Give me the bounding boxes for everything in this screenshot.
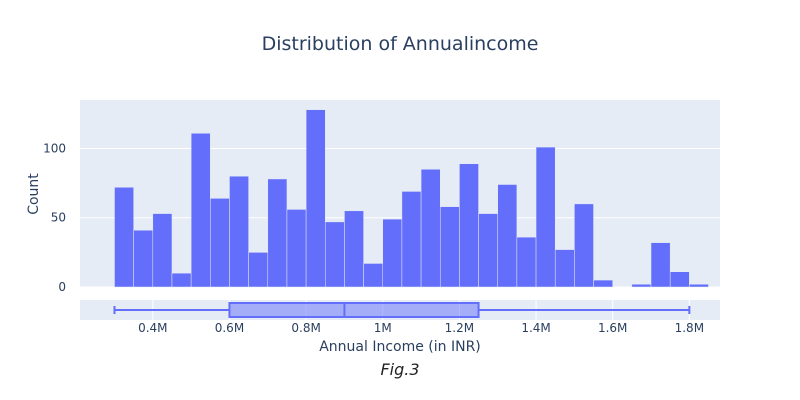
- histogram-bar: [325, 221, 345, 288]
- x-axis-title: Annual Income (in INR): [319, 339, 481, 355]
- histogram-bar: [344, 210, 364, 288]
- histogram-bar: [363, 263, 384, 288]
- histogram-bar: [401, 191, 422, 288]
- histogram-bar: [689, 283, 709, 288]
- histogram-bar: [171, 272, 192, 288]
- histogram-bar: [190, 132, 211, 288]
- y-tick-label: 0: [58, 280, 66, 294]
- histogram-bar: [420, 169, 441, 288]
- figure-caption: Fig.3: [380, 360, 419, 379]
- chart-title: Distribution of Annualincome: [262, 33, 539, 55]
- histogram-bar: [267, 178, 288, 288]
- histogram-bar: [650, 242, 671, 288]
- histogram-bar: [305, 109, 326, 288]
- y-tick-label: 100: [43, 141, 66, 155]
- histogram-bar: [497, 184, 518, 288]
- histogram-bar: [229, 175, 249, 288]
- x-tick-labels: 0.4M 0.6M 0.8M 1M 1.2M 1.4M 1.6M 1.8M: [138, 321, 704, 335]
- histogram-bar: [133, 229, 154, 288]
- histogram-bar: [439, 206, 460, 288]
- histogram-bar: [535, 146, 556, 288]
- y-tick-labels: 0 50 100: [43, 141, 66, 294]
- histogram-bars: [114, 109, 709, 288]
- histogram-bar: [574, 203, 594, 288]
- histogram-bar: [459, 163, 479, 288]
- x-tick-label: 1.8M: [675, 321, 704, 335]
- boxplot: [113, 302, 691, 318]
- histogram-bar: [478, 213, 498, 288]
- histogram-bar: [248, 252, 269, 288]
- histogram-bar: [669, 271, 690, 288]
- x-tick-label: 1M: [374, 321, 392, 335]
- x-tick-label: 1.4M: [521, 321, 550, 335]
- histogram-bar: [631, 283, 652, 288]
- x-tick-label: 0.4M: [138, 321, 167, 335]
- histogram-bar: [382, 218, 403, 288]
- histogram-bar: [114, 187, 134, 288]
- histogram-bar: [210, 198, 230, 288]
- y-tick-label: 50: [51, 211, 66, 225]
- boxplot-box: [228, 302, 480, 318]
- x-tick-label: 0.6M: [215, 321, 244, 335]
- y-axis-title: Count: [26, 173, 42, 215]
- x-tick-label: 1.6M: [598, 321, 627, 335]
- histogram-bar: [152, 213, 173, 288]
- x-tick-label: 0.8M: [291, 321, 320, 335]
- histogram-bar: [516, 236, 537, 288]
- histogram-bar: [554, 249, 575, 288]
- histogram-bar: [286, 209, 307, 288]
- x-tick-label: 1.2M: [445, 321, 474, 335]
- histogram-bar: [593, 279, 613, 288]
